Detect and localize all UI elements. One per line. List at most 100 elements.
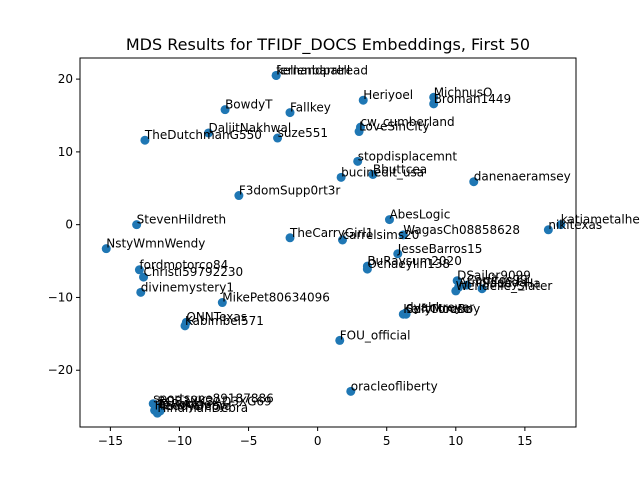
x-tick-label: 0 [314, 434, 322, 448]
data-point [273, 133, 283, 143]
point-label: LoveSinCity [359, 120, 429, 134]
y-tick-label: 0 [65, 218, 73, 232]
point-label: TheDutchmanG550 [144, 128, 262, 142]
data-point [358, 95, 368, 105]
chart-title: MDS Results for TFIDF_DOCS Embeddings, F… [126, 35, 530, 55]
point-label: nikitexas [548, 218, 602, 232]
point-label: kellenbarrell [276, 63, 350, 77]
data-point [136, 287, 146, 297]
data-point [335, 335, 345, 345]
point-label: Saucy_Ha [482, 277, 541, 291]
point-label: fernandpalread [276, 63, 368, 77]
point-label: Bbuttcea [373, 162, 427, 176]
data-point [336, 172, 346, 182]
data-point [556, 220, 566, 230]
x-tick-label: 5 [383, 434, 391, 448]
point-label: TeddyDebra [159, 399, 232, 413]
point-label: NstyWmnWendy [106, 237, 205, 251]
point-label: MichnusO [434, 85, 493, 99]
data-point [140, 135, 150, 145]
data-point [398, 230, 408, 240]
point-label: dyahkreyer [406, 301, 474, 315]
point-label: FOU_official [340, 328, 411, 342]
data-point [353, 156, 363, 166]
data-point [285, 233, 295, 243]
data-point [393, 249, 403, 259]
point-label: Christi59792230 [144, 265, 244, 279]
plot-frame [79, 57, 577, 428]
point-label: katiametalhead [561, 213, 640, 227]
point-label: Kabimbel571 [185, 314, 264, 328]
data-point [132, 220, 142, 230]
data-point [362, 264, 372, 274]
point-label: DSailor9099 [457, 269, 531, 283]
point-label: AbesLogic [389, 208, 450, 222]
data-point [354, 127, 364, 137]
point-label: KellyMouse [403, 302, 470, 316]
data-point [180, 321, 190, 331]
point-label: F3domSupp0rt3r [239, 184, 341, 198]
points-layer [101, 70, 566, 418]
x-tick-label: −5 [240, 434, 258, 448]
data-point [203, 128, 213, 138]
point-label: BuRaysum2020 [367, 254, 461, 268]
data-point [368, 169, 378, 179]
point-label: oracleofliberty [351, 379, 438, 393]
data-point [346, 386, 356, 396]
point-label: Heriyoel [363, 88, 413, 102]
point-label: bucinedit_usa [341, 165, 424, 179]
point-label: JesseBarros15 [397, 242, 483, 256]
y-axis: −20 −10 0 10 20 [48, 72, 80, 377]
point-label: BO33XK3AD3XG69 [157, 395, 271, 409]
x-tick-label: 10 [448, 434, 463, 448]
point-label: SoftCoreBoy [406, 302, 480, 316]
point-label: BowdyT [225, 98, 273, 112]
point-label: HindmanDebra [157, 401, 248, 415]
y-tick-label: −20 [48, 363, 73, 377]
point-label: cw_cumberland [360, 115, 454, 129]
point-label: TheCarryGirl1 [289, 226, 373, 240]
point-label: Carlitos99 [467, 273, 528, 287]
point-label: DaljitNakhwal [208, 121, 291, 135]
x-tick-label: 15 [517, 434, 532, 448]
data-point [384, 215, 394, 225]
data-point [217, 298, 227, 308]
point-label: Broman1449 [434, 92, 511, 106]
data-point [338, 235, 348, 245]
data-point [429, 92, 439, 102]
point-label: WagasCh08858628 [403, 223, 520, 237]
data-point [285, 108, 295, 118]
point-label: fordmotorco84 [139, 258, 228, 272]
data-point [543, 225, 553, 235]
point-label: QNNTexas [186, 310, 247, 324]
point-label: StevenHildreth [137, 213, 226, 227]
x-axis: −15 −10 −5 0 5 10 15 [98, 427, 533, 448]
data-point [234, 191, 244, 201]
point-label: Fallkey [290, 101, 331, 115]
point-label: ErRookie [159, 397, 212, 411]
point-label: MikePet80634096 [222, 291, 330, 305]
data-point [477, 284, 487, 294]
y-tick-label: −10 [48, 290, 73, 304]
y-tick-label: 10 [58, 145, 73, 159]
point-label: suze551 [278, 126, 328, 140]
data-point [398, 309, 408, 319]
point-label: danenaeramsey [474, 170, 571, 184]
point-label: Ochaeylin138 [367, 257, 450, 271]
point-label: divinemystery1 [141, 280, 234, 294]
x-tick-label: −10 [167, 434, 192, 448]
data-point [469, 177, 479, 187]
data-point [429, 99, 439, 109]
point-label: HelloKamay [155, 398, 227, 412]
data-point [101, 244, 111, 254]
point-label: ArnoldsAdal [459, 275, 530, 289]
data-point [462, 280, 472, 290]
data-point [134, 265, 144, 275]
point-label: carrelsims20 [343, 228, 420, 242]
data-point [271, 70, 281, 80]
data-point [220, 105, 230, 115]
point-label: Wendelle_Slater [456, 279, 553, 293]
